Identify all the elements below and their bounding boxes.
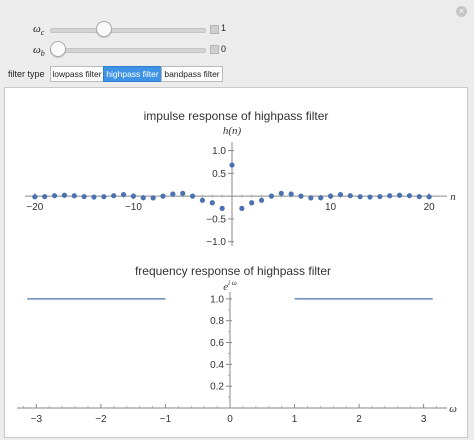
impulse-ytick-label: −1.0 — [206, 237, 226, 248]
wb-slider-thumb[interactable] — [50, 41, 66, 57]
impulse-point — [189, 193, 196, 199]
impulse-point — [298, 193, 304, 199]
impulse-point — [327, 193, 334, 199]
impulse-point — [61, 192, 68, 198]
impulse-point — [71, 193, 77, 199]
plot-panel: impulse response of highpass filter h(n) n… — [4, 87, 468, 438]
impulse-point — [51, 193, 58, 199]
impulse-point — [278, 190, 284, 196]
impulse-ytick-label: 0.5 — [212, 169, 226, 180]
close-icon[interactable]: × — [456, 6, 467, 17]
wc-value: 1 — [221, 23, 227, 33]
impulse-ytick-label: −0.5 — [206, 214, 226, 225]
impulse-point — [357, 194, 363, 200]
wb-plus-icon[interactable] — [210, 45, 219, 54]
frequency-xtick-label: 2 — [356, 414, 362, 425]
impulse-point — [91, 194, 97, 200]
impulse-xtick-label: −20 — [26, 202, 43, 213]
impulse-point — [318, 195, 324, 201]
wb-slider-track[interactable] — [50, 48, 206, 53]
impulse-point — [111, 193, 117, 199]
frequency-xtick-label: −2 — [95, 414, 107, 425]
impulse-point — [377, 193, 383, 200]
impulse-point — [209, 200, 215, 206]
impulse-point — [130, 193, 137, 199]
impulse-response-chart: impulse response of highpass filter h(n) n… — [25, 109, 456, 248]
impulse-chart-title: impulse response of highpass filter — [144, 109, 329, 123]
wc-slider-thumb[interactable] — [96, 21, 113, 37]
impulse-point — [387, 193, 393, 199]
wb-value: 0 — [221, 44, 227, 54]
impulse-point — [367, 194, 373, 200]
frequency-ylabel: ei ω — [223, 279, 237, 293]
frequency-response-chart: frequency response of highpass filterei … — [17, 264, 457, 425]
impulse-xlabel: n — [450, 191, 456, 203]
impulse-point — [160, 193, 166, 199]
impulse-xtick-label: 10 — [325, 202, 337, 213]
filter-type-label: filter type — [8, 69, 45, 79]
wc-label: ωc — [33, 23, 45, 38]
impulse-point — [268, 193, 275, 199]
frequency-ytick-label: 0.4 — [210, 360, 224, 371]
impulse-point — [140, 195, 146, 201]
frequency-xtick-label: 1 — [292, 414, 298, 425]
impulse-point — [180, 190, 186, 196]
frequency-ytick-label: 0.2 — [210, 382, 224, 393]
bandpass-filter-button[interactable]: bandpass filter — [161, 66, 223, 82]
impulse-point — [239, 205, 245, 211]
lowpass-filter-button[interactable]: lowpass filter — [50, 66, 104, 82]
impulse-ytick-label: 1.0 — [212, 146, 226, 157]
impulse-point — [258, 197, 265, 203]
highpass-filter-button[interactable]: highpass filter — [103, 66, 162, 82]
impulse-point — [416, 193, 422, 200]
impulse-point — [101, 194, 107, 200]
wb-label: ωb — [33, 44, 45, 59]
frequency-xtick-label: 0 — [227, 414, 233, 425]
frequency-ytick-label: 0.8 — [210, 316, 224, 327]
impulse-point — [170, 191, 176, 197]
frequency-ytick-label: 0.6 — [210, 338, 224, 349]
impulse-xtick-label: 20 — [424, 202, 436, 213]
impulse-point — [406, 193, 413, 199]
impulse-point — [426, 194, 432, 200]
impulse-point — [229, 162, 235, 168]
impulse-ylabel: h(n) — [223, 125, 242, 137]
frequency-xtick-label: 3 — [421, 414, 427, 425]
wc-slider-track[interactable] — [50, 28, 206, 33]
frequency-ytick-label: 1.0 — [210, 294, 224, 305]
impulse-point — [120, 191, 127, 198]
impulse-point — [249, 200, 255, 206]
impulse-point — [337, 191, 344, 198]
impulse-point — [81, 193, 87, 200]
frequency-chart-title: frequency response of highpass filter — [135, 264, 331, 278]
frequency-xlabel: ω — [449, 403, 457, 415]
impulse-point — [396, 192, 403, 198]
impulse-point — [42, 193, 48, 200]
wc-plus-icon[interactable] — [210, 25, 219, 34]
impulse-point — [347, 193, 353, 199]
impulse-point — [150, 195, 156, 201]
plots-canvas: impulse response of highpass filter h(n) n… — [17, 109, 457, 425]
impulse-point — [32, 194, 38, 200]
impulse-point — [288, 191, 294, 197]
impulse-point — [308, 195, 314, 201]
impulse-point — [199, 197, 206, 203]
impulse-xtick-label: −10 — [125, 202, 142, 213]
impulse-point — [219, 205, 225, 211]
frequency-xtick-label: −1 — [160, 414, 172, 425]
frequency-xtick-label: −3 — [31, 414, 43, 425]
